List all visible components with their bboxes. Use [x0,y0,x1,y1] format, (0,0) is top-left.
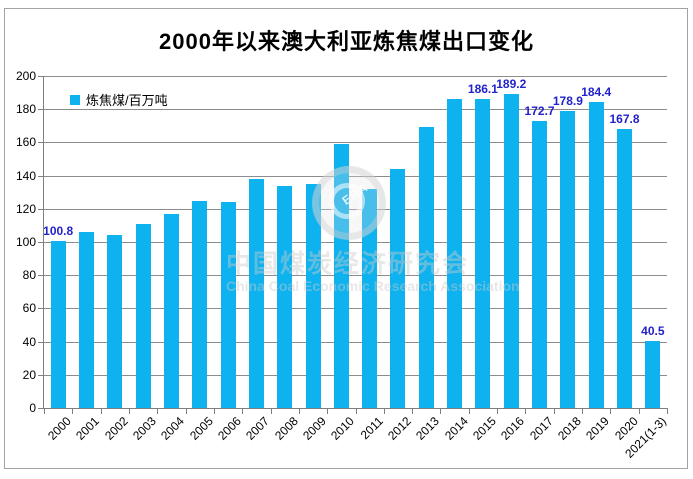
x-axis-tick [213,409,215,414]
bar-2010 [333,144,349,408]
bar-2011 [362,188,378,408]
x-axis-tick [185,409,187,414]
x-axis-tick [72,409,74,414]
y-axis-tick-label: 0 [29,401,36,415]
x-axis-tick [667,409,668,414]
bar-2007 [248,178,264,408]
x-axis-tick [355,409,357,414]
y-axis-tick-label: 180 [15,102,36,117]
x-axis-tick [468,409,470,414]
bar-2016 [503,93,519,408]
x-axis-line [44,408,668,409]
y-axis-tick-label: 40 [22,334,36,349]
legend-swatch-icon [70,94,80,105]
x-axis-tick [553,409,555,414]
bar-2003 [135,223,151,408]
bar-2001 [78,232,94,408]
bar-2004 [163,213,179,408]
value-label-2000: 100.8 [43,223,74,238]
bar-2013 [418,127,434,408]
y-axis-tick [38,142,44,144]
gridline-y-80 [44,275,667,277]
plot-area: 100.8 186.1 189.2 172.7 178.9 184.4 167.8 40.5 [43,76,667,408]
x-axis-tick [327,409,329,414]
gridline-y-200 [44,76,667,77]
bar-2002 [107,235,123,408]
y-axis-tick-label: 60 [22,301,36,316]
bar-2020 [617,129,633,408]
bar-2006 [220,202,236,408]
x-axis-tick [298,409,300,414]
value-label-2015: 186.1 [467,82,498,97]
y-axis-tick [38,308,44,310]
bar-2018 [560,111,576,408]
y-axis-tick [38,341,44,343]
y-axis-tick [38,109,44,111]
bar-2008 [277,185,293,408]
y-axis-tick [38,408,44,409]
x-axis-tick [638,409,640,414]
y-axis-tick [38,208,44,210]
x-axis-tick [383,409,385,414]
gridline-y-40 [44,341,667,343]
x-axis-tick [100,409,102,414]
bar-2000 [50,240,66,408]
bar-2014 [447,99,463,408]
gridline-y-60 [44,308,667,310]
gridline-y-180 [44,109,667,111]
chart-title: 2000年以来澳大利亚炼焦煤出口变化 [159,29,534,54]
x-axis-tick [440,409,442,414]
bar-2017 [532,121,548,408]
x-axis-tick [525,409,527,414]
y-axis-tick [38,76,44,77]
gridline-y-160 [44,142,667,144]
y-axis-tick [38,374,44,376]
x-axis-tick [497,409,499,414]
value-label-2020: 167.8 [609,112,640,127]
value-label-2017: 172.7 [524,104,555,119]
x-axis-tick [128,409,130,414]
y-axis-tick-label: 100 [15,235,36,249]
x-axis-tick [270,409,272,414]
value-label-2021(1-3): 40.5 [641,323,665,338]
bar-2015 [475,99,491,408]
y-axis-tick [38,242,44,243]
y-axis-tick-label: 140 [15,168,36,183]
x-axis-tick [610,409,612,414]
x-axis-tick [242,409,244,414]
legend-label: 炼焦煤/百万吨 [86,93,168,108]
x-axis-tick [412,409,414,414]
bar-2005 [192,200,208,408]
x-axis-tick [582,409,584,414]
gridline-y-140 [44,175,667,177]
value-label-2016: 189.2 [496,76,527,91]
legend: 炼焦煤/百万吨 [70,90,168,109]
bar-2021(1-3) [645,340,661,408]
y-axis-tick-label: 20 [22,367,36,382]
y-axis-tick [38,275,44,277]
gridline-y-20 [44,374,667,376]
gridline-y-100 [44,242,667,243]
bar-2019 [588,101,604,408]
y-axis-tick [38,175,44,177]
y-axis-tick-label: 160 [15,135,36,150]
bar-2009 [305,183,321,408]
bar-2012 [390,168,406,408]
x-axis-tick [44,409,45,414]
value-label-2018: 178.9 [552,94,583,109]
y-axis-tick-label: 200 [15,69,36,83]
y-axis-tick-label: 80 [22,268,36,283]
value-label-2019: 184.4 [581,84,612,99]
x-axis-tick [157,409,159,414]
y-axis-tick-label: 120 [15,201,36,216]
gridline-y-120 [44,208,667,210]
